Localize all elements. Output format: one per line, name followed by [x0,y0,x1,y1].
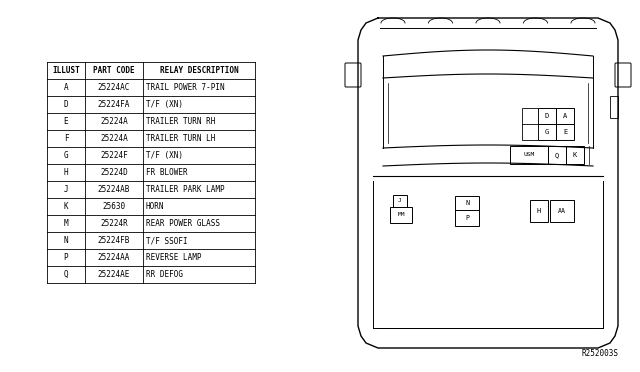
Text: A: A [563,113,567,119]
Bar [530,200,548,222]
Text: RR DEFOG: RR DEFOG [146,270,183,279]
Text: D: D [545,113,549,119]
Text: RELAY DESCRIPTION: RELAY DESCRIPTION [160,66,238,75]
Text: 25224FA: 25224FA [98,100,130,109]
Text: 25224A: 25224A [100,134,128,143]
Text: 25224FB: 25224FB [98,236,130,245]
Text: AA: AA [558,208,566,214]
Text: 25630: 25630 [102,202,125,211]
Text: TRAILER PARK LAMP: TRAILER PARK LAMP [146,185,225,194]
Bar [522,108,538,140]
Text: 25224AC: 25224AC [98,83,130,92]
Text: MM: MM [397,212,404,218]
FancyBboxPatch shape [615,63,631,87]
Text: 25224R: 25224R [100,219,128,228]
Text: PART CODE: PART CODE [93,66,135,75]
Text: J: J [64,185,68,194]
Text: E: E [563,129,567,135]
Bar [510,146,548,164]
Text: T/F (XN): T/F (XN) [146,151,183,160]
Bar [390,207,412,223]
Text: P: P [64,253,68,262]
Text: TRAILER TURN LH: TRAILER TURN LH [146,134,216,143]
Text: M: M [64,219,68,228]
Bar [455,210,479,226]
Text: T/F (XN): T/F (XN) [146,100,183,109]
Text: HORN: HORN [146,202,164,211]
Text: G: G [64,151,68,160]
Text: Q: Q [555,152,559,158]
Text: 25224AE: 25224AE [98,270,130,279]
Bar [393,195,407,207]
Text: ILLUST: ILLUST [52,66,80,75]
Bar [538,124,556,140]
Text: A: A [64,83,68,92]
Text: K: K [573,152,577,158]
Text: T/F SSOFI: T/F SSOFI [146,236,188,245]
Text: D: D [64,100,68,109]
Bar [556,124,574,140]
Text: R252003S: R252003S [581,349,618,358]
Text: 25224D: 25224D [100,168,128,177]
Text: 25224AB: 25224AB [98,185,130,194]
Text: REVERSE LAMP: REVERSE LAMP [146,253,202,262]
Text: TRAIL POWER 7-PIN: TRAIL POWER 7-PIN [146,83,225,92]
Bar [538,108,556,124]
Text: 25224F: 25224F [100,151,128,160]
Bar [548,146,566,164]
Text: FR BLOWER: FR BLOWER [146,168,188,177]
Text: F: F [64,134,68,143]
Bar [550,200,574,222]
Text: 25224AA: 25224AA [98,253,130,262]
Text: P: P [465,215,469,221]
Bar [610,96,618,118]
Text: E: E [64,117,68,126]
Text: N: N [64,236,68,245]
Text: USM: USM [524,153,534,157]
Bar [455,196,479,210]
Text: H: H [537,208,541,214]
Text: 25224A: 25224A [100,117,128,126]
Text: G: G [545,129,549,135]
Text: H: H [64,168,68,177]
FancyBboxPatch shape [345,63,361,87]
Bar [566,146,584,164]
Text: K: K [64,202,68,211]
Text: N: N [465,200,469,206]
Bar [556,108,574,124]
Text: TRAILER TURN RH: TRAILER TURN RH [146,117,216,126]
Text: Q: Q [64,270,68,279]
Text: REAR POWER GLASS: REAR POWER GLASS [146,219,220,228]
Text: J: J [398,199,402,203]
